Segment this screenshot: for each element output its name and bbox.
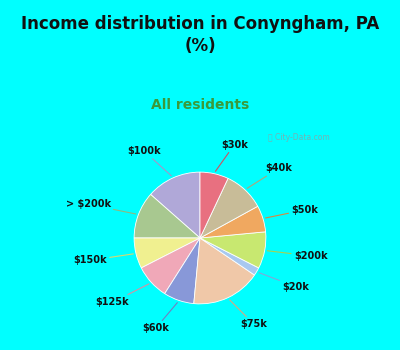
Text: $200k: $200k [267, 251, 328, 261]
Wedge shape [200, 172, 228, 238]
Text: ⓘ City-Data.com: ⓘ City-Data.com [268, 133, 330, 142]
Text: Income distribution in Conyngham, PA
(%): Income distribution in Conyngham, PA (%) [21, 15, 379, 55]
Text: $50k: $50k [266, 205, 318, 218]
Text: $100k: $100k [127, 146, 171, 176]
Text: $150k: $150k [74, 254, 133, 265]
Wedge shape [200, 238, 259, 275]
Text: $30k: $30k [216, 140, 248, 171]
Wedge shape [150, 172, 200, 238]
Text: $60k: $60k [142, 303, 177, 334]
Wedge shape [141, 238, 200, 294]
Wedge shape [200, 206, 266, 238]
Text: $20k: $20k [259, 273, 309, 292]
Text: > $200k: > $200k [66, 199, 136, 214]
Wedge shape [134, 195, 200, 238]
Wedge shape [200, 178, 258, 238]
Wedge shape [194, 238, 254, 304]
Wedge shape [200, 232, 266, 268]
Text: $75k: $75k [230, 300, 268, 329]
Wedge shape [165, 238, 200, 303]
Text: $40k: $40k [247, 163, 292, 188]
Wedge shape [134, 238, 200, 268]
Text: All residents: All residents [151, 98, 249, 112]
Text: $125k: $125k [96, 284, 149, 307]
